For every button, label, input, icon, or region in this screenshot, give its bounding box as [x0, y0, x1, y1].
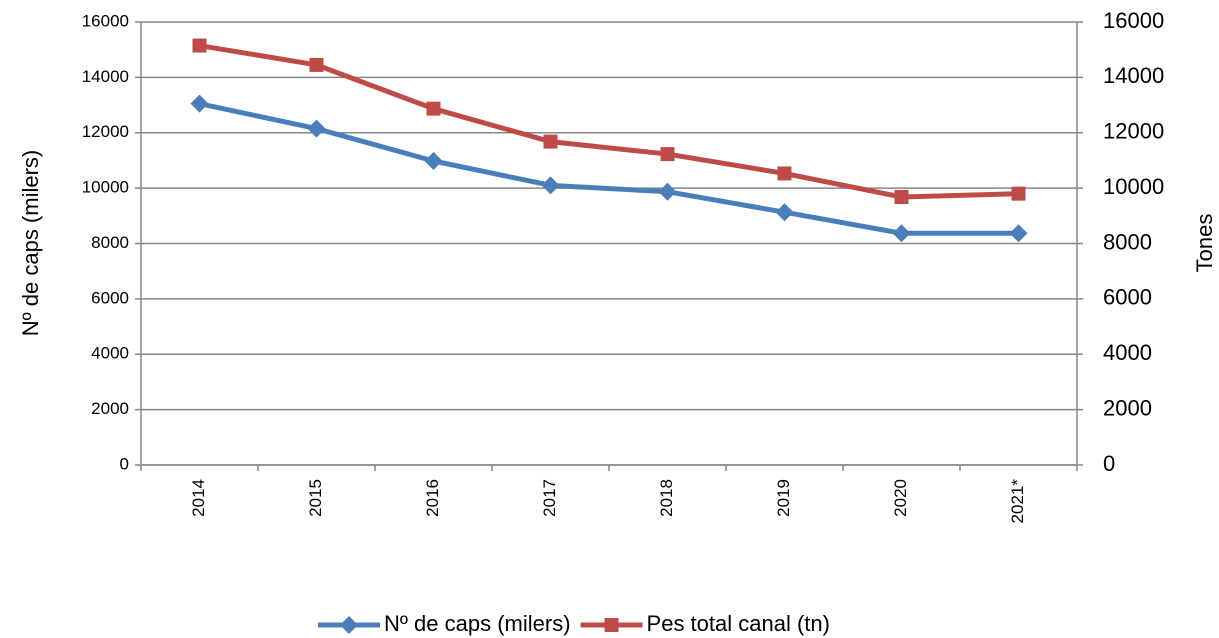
y-tick-label: 4000 — [91, 344, 129, 363]
y-tick-label: 0 — [120, 454, 129, 473]
point — [658, 182, 677, 201]
point — [307, 119, 326, 138]
point — [541, 176, 560, 195]
point — [660, 147, 675, 162]
y-tick-label: 10000 — [82, 178, 129, 197]
y-tick-label: 16000 — [82, 11, 129, 30]
y2-tick-label: 4000 — [1103, 340, 1152, 365]
point — [892, 224, 911, 243]
x-tick-label: 2016 — [423, 479, 442, 517]
y-tick-label: 8000 — [91, 233, 129, 252]
point — [777, 166, 792, 181]
x-tick-label: 2019 — [774, 479, 793, 517]
legend-label: Pes total canal (tn) — [647, 611, 830, 636]
y2-tick-label: 12000 — [1103, 119, 1164, 144]
y2-tick-label: 8000 — [1103, 229, 1152, 254]
series-line — [198, 101, 1019, 236]
x-tick-label: 2014 — [189, 479, 208, 517]
series-line — [199, 43, 1019, 200]
y2-tick-label: 14000 — [1103, 63, 1164, 88]
point — [190, 94, 209, 113]
y-tick-label: 2000 — [91, 399, 129, 418]
x-tick-label: 2020 — [891, 479, 910, 517]
y-tick-label: 14000 — [82, 67, 129, 86]
y2-tick-label: 10000 — [1103, 174, 1164, 199]
point — [424, 151, 443, 170]
y2-tick-label: 2000 — [1103, 395, 1152, 420]
x-tick-label: 2015 — [306, 479, 325, 517]
legend-marker — [340, 616, 358, 634]
x-tick-label: 2017 — [540, 479, 559, 517]
legend-marker — [604, 618, 619, 632]
x-tick-label: 2021* — [1008, 479, 1027, 524]
y2-tick-label: 6000 — [1103, 285, 1152, 310]
y2-axis-title: Tones — [1192, 214, 1217, 273]
point — [894, 189, 909, 204]
point — [775, 203, 794, 222]
legend-label: Nº de caps (milers) — [384, 611, 571, 636]
point — [1009, 224, 1028, 243]
y2-tick-label: 0 — [1103, 451, 1115, 476]
y-tick-label: 12000 — [82, 122, 129, 141]
x-tick-label: 2018 — [657, 479, 676, 517]
point — [543, 134, 558, 149]
point — [309, 57, 324, 72]
point — [192, 38, 207, 53]
y-axis-title: Nº de caps (milers) — [18, 150, 43, 337]
point — [1011, 186, 1026, 201]
y2-tick-label: 16000 — [1103, 8, 1164, 33]
point — [426, 101, 441, 116]
y-tick-label: 6000 — [91, 288, 129, 307]
